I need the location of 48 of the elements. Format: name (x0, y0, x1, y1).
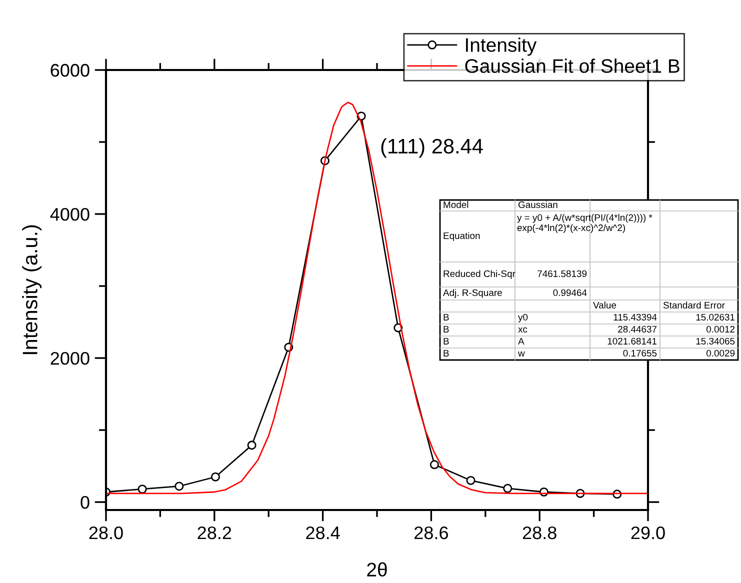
text: 15.02631 (696, 314, 735, 321)
y-tick-label: 6000 (50, 64, 90, 77)
annotation: 7461.58139 (538, 270, 587, 278)
x-tick-label: 28.0 (89, 526, 123, 540)
annotation: 0.99464 (553, 289, 587, 296)
annotation: Equation (444, 232, 480, 241)
x-tick-label: 28.6 (414, 526, 448, 540)
annotation: 28.44637 (618, 326, 657, 333)
annotation: 115.43394 (614, 314, 657, 321)
text: 0.0012 (706, 326, 735, 333)
point (503, 484, 512, 493)
x-tick-label: 28.4 (306, 526, 340, 540)
point (466, 476, 476, 485)
legend-label: Intensity (466, 38, 537, 56)
annotation: (111) 28.44 (381, 138, 483, 158)
annotation: w (518, 351, 525, 356)
point (138, 484, 147, 494)
text: 15.34065 (696, 338, 735, 345)
point (247, 440, 256, 450)
point (430, 460, 439, 470)
y-tick-label: 4000 (50, 208, 90, 221)
annotation: B (444, 314, 449, 320)
annotation: 0.17655 (623, 350, 657, 357)
annotation: B (444, 326, 449, 332)
y-axis-title: Intensity (a.u.) (22, 225, 42, 354)
point (174, 482, 184, 491)
annotation: B (444, 338, 449, 344)
annotation: A (518, 338, 524, 344)
x-tick-label: 28.2 (198, 526, 232, 540)
text: Standard Error (663, 302, 725, 309)
legend-label: Gaussian Fit of Sheet1 B (465, 58, 680, 73)
annotation: y0 (518, 314, 528, 322)
x-tick-label: 28.8 (522, 526, 556, 540)
annotation: B (444, 350, 449, 356)
text: 0.0029 (706, 350, 735, 357)
annotation: 1021.68141 (608, 338, 657, 345)
x-tick-label: 29.0 (631, 526, 665, 540)
point (210, 472, 220, 482)
x-axis-title: 2θ (367, 562, 387, 577)
y-tick-label: 2000 (50, 352, 90, 365)
annotation: Gaussian (518, 201, 558, 208)
annotation: Reduced Chi-Sqr (444, 270, 516, 279)
annotation: Adj. R-Square (443, 289, 502, 298)
annotation: y = y0 + A/(w*sqrt(PI/(4*ln(2)))) * exp(-4*ln(2)*(x-xc)^2/w^2) (517, 214, 652, 233)
annotation: Value (593, 302, 616, 309)
y-tick-label: 0 (80, 496, 90, 509)
annotation: Model (444, 201, 468, 208)
annotation: xc (518, 327, 528, 333)
